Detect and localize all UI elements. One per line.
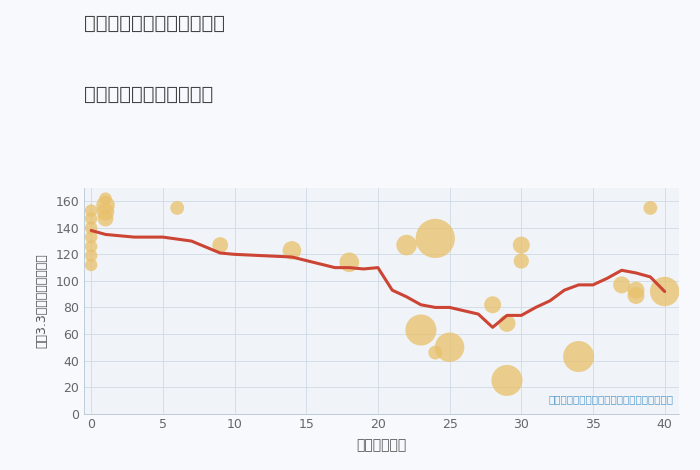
Point [501,320,512,327]
Point [85,233,97,241]
Text: 円の大きさは、取引のあった物件面積を示す: 円の大きさは、取引のあった物件面積を示す [548,395,673,405]
Point [645,204,656,212]
Point [172,204,183,212]
Point [100,202,111,209]
Point [286,247,297,254]
Point [516,257,527,265]
Point [85,215,97,222]
Point [344,258,355,266]
Point [100,195,111,203]
Point [430,235,441,242]
Point [85,207,97,214]
Point [401,241,412,249]
Point [85,252,97,259]
Point [516,241,527,249]
Point [85,224,97,232]
X-axis label: 築年数（年）: 築年数（年） [356,439,407,453]
Point [215,241,226,249]
Point [85,261,97,269]
Point [415,326,426,334]
Point [573,353,584,360]
Point [631,286,642,294]
Y-axis label: 坪（3.3㎡）単価（万円）: 坪（3.3㎡）単価（万円） [35,253,48,348]
Point [100,208,111,216]
Point [430,349,441,356]
Point [616,281,627,289]
Text: 築年数別中古戸建て価格: 築年数別中古戸建て価格 [84,85,214,103]
Point [100,215,111,222]
Point [501,376,512,384]
Point [444,344,455,351]
Point [631,292,642,299]
Point [659,288,671,295]
Text: 福岡県福岡市南区西長住の: 福岡県福岡市南区西長住の [84,14,225,33]
Point [85,243,97,250]
Point [487,301,498,308]
